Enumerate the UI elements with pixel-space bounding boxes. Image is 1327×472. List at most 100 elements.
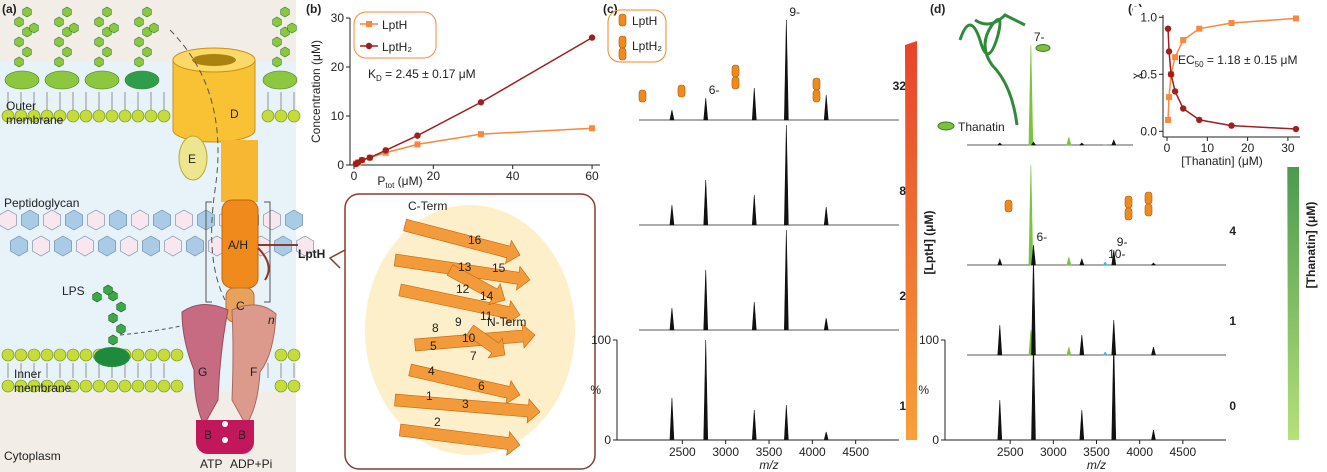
y-axis-label: Concentration (μM)	[309, 40, 323, 143]
lipid-head	[1, 348, 15, 362]
x-tick-label: 0	[351, 169, 358, 183]
lipid-head	[79, 348, 93, 362]
peptidoglycan-unit	[65, 209, 83, 231]
peak	[669, 109, 675, 121]
x-label-main: P	[377, 174, 385, 188]
data-point	[1292, 15, 1299, 22]
diagram-label: B	[238, 428, 246, 442]
peak	[1028, 164, 1034, 266]
concentration-wedge	[905, 41, 917, 440]
lipid-head	[92, 109, 106, 123]
peak	[784, 19, 789, 121]
lipid-head	[1, 109, 15, 123]
diagram-label: G	[198, 365, 207, 379]
lipid-head	[157, 109, 171, 123]
sugar	[94, 16, 104, 28]
data-point	[382, 147, 389, 154]
lipid-head	[131, 379, 145, 393]
lipid-head	[66, 348, 80, 362]
peptidoglycan-unit	[131, 209, 149, 231]
data-point	[1196, 25, 1203, 32]
lptd-pore	[192, 54, 236, 66]
lps-head	[262, 70, 298, 90]
lipid-head	[287, 348, 301, 362]
lipid-head	[105, 109, 119, 123]
legend-marker	[365, 42, 373, 50]
peptidoglycan-unit	[0, 209, 18, 231]
side-label: [Thanatin] (μM)	[1304, 202, 1318, 289]
legend-box	[353, 11, 437, 59]
thanatin-icon	[1035, 44, 1051, 52]
x-tick-label: 3500	[756, 445, 783, 459]
lipid-head	[14, 109, 28, 123]
peak	[1151, 429, 1156, 441]
lipid-head	[131, 109, 145, 123]
peptidoglycan-unit	[98, 235, 116, 257]
beta-strand	[398, 423, 521, 457]
strand-number: 4	[428, 364, 435, 378]
strand-number: 6	[478, 379, 485, 393]
lipid-head	[53, 348, 67, 362]
data-point	[1165, 116, 1172, 123]
peak	[784, 124, 789, 226]
lipid-head	[79, 109, 93, 123]
data-point	[1166, 94, 1173, 101]
legend-label: Thanatin	[958, 120, 1005, 134]
peak	[997, 399, 1003, 441]
peak	[1028, 44, 1034, 146]
strand-number: 9	[455, 315, 462, 329]
data-point	[1165, 48, 1173, 55]
fit-line	[1167, 28, 1297, 130]
x-axis-label: Ptot (μM)	[377, 174, 422, 190]
x-tick-label: 0	[1164, 141, 1171, 155]
data-point	[414, 141, 421, 148]
sugar	[272, 56, 282, 68]
thanatin-icon	[937, 121, 955, 131]
peptidoglycan-unit	[87, 209, 105, 231]
charge-label: 6-	[709, 83, 720, 97]
sugar	[134, 56, 144, 68]
sugar	[22, 6, 32, 18]
y-tick-label: 0.0	[1140, 124, 1157, 138]
lps-head	[94, 347, 130, 367]
strand-number: 1	[426, 389, 433, 403]
panel-label: (d)	[930, 2, 945, 16]
protein-icon	[812, 77, 821, 91]
peptidoglycan-unit	[31, 235, 51, 257]
peak	[1102, 351, 1108, 356]
y-tick-label: 100	[919, 333, 939, 347]
strand-number: 2	[434, 415, 441, 429]
lipid-head	[79, 379, 93, 393]
lipid-head	[157, 379, 171, 393]
sugar	[54, 56, 64, 68]
lipid-head	[27, 379, 41, 393]
y-tick-label: 10	[331, 109, 345, 123]
x-tick-label: 3000	[712, 445, 739, 459]
sugar	[134, 16, 144, 28]
strand-number: 10	[462, 331, 476, 345]
lipid-head	[287, 379, 301, 393]
x-tick-label: 30	[1281, 141, 1295, 155]
lipid-head	[53, 109, 67, 123]
peak	[1066, 136, 1072, 146]
peptidoglycan-unit	[153, 209, 171, 231]
trace-label: 4	[1229, 224, 1236, 238]
charge-label: 6-	[1036, 230, 1047, 244]
x-tick-label: 20	[427, 169, 441, 183]
y-axis-label: χ	[1129, 72, 1143, 79]
lps-head	[84, 70, 120, 90]
side-label: [LptH] (μM)	[922, 211, 936, 275]
lps-head	[124, 70, 160, 90]
terminus-label: N-Term	[487, 315, 526, 329]
annotation: EC50 = 1.18 ± 0.15 μM	[1178, 53, 1297, 69]
peak	[1079, 334, 1085, 356]
data-point	[1164, 25, 1172, 32]
sugar	[94, 36, 104, 48]
peak	[823, 94, 829, 121]
lipid-head	[261, 109, 275, 123]
peak	[1111, 249, 1117, 266]
peptidoglycan-unit	[284, 209, 304, 231]
peak	[703, 179, 709, 226]
peak	[703, 269, 709, 331]
protein-icon	[1144, 203, 1153, 217]
